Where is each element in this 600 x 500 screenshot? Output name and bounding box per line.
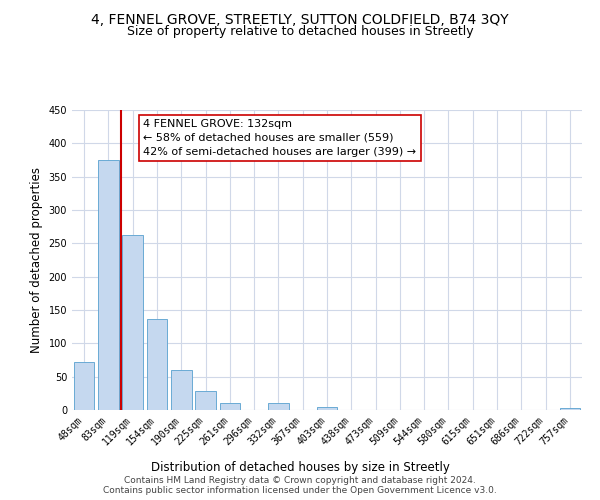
Bar xyxy=(122,236,143,410)
Bar xyxy=(171,370,191,410)
Text: Size of property relative to detached houses in Streetly: Size of property relative to detached ho… xyxy=(127,25,473,38)
Text: Contains HM Land Registry data © Crown copyright and database right 2024.: Contains HM Land Registry data © Crown c… xyxy=(124,476,476,485)
Text: 4, FENNEL GROVE, STREETLY, SUTTON COLDFIELD, B74 3QY: 4, FENNEL GROVE, STREETLY, SUTTON COLDFI… xyxy=(91,12,509,26)
Text: Contains public sector information licensed under the Open Government Licence v3: Contains public sector information licen… xyxy=(103,486,497,495)
Text: 4 FENNEL GROVE: 132sqm
← 58% of detached houses are smaller (559)
42% of semi-de: 4 FENNEL GROVE: 132sqm ← 58% of detached… xyxy=(143,119,416,157)
Y-axis label: Number of detached properties: Number of detached properties xyxy=(30,167,43,353)
Bar xyxy=(195,390,216,410)
Bar xyxy=(317,406,337,410)
Bar xyxy=(220,402,240,410)
Bar xyxy=(560,408,580,410)
Bar xyxy=(268,402,289,410)
Bar xyxy=(74,362,94,410)
Text: Distribution of detached houses by size in Streetly: Distribution of detached houses by size … xyxy=(151,461,449,474)
Bar xyxy=(98,160,119,410)
Bar xyxy=(146,318,167,410)
